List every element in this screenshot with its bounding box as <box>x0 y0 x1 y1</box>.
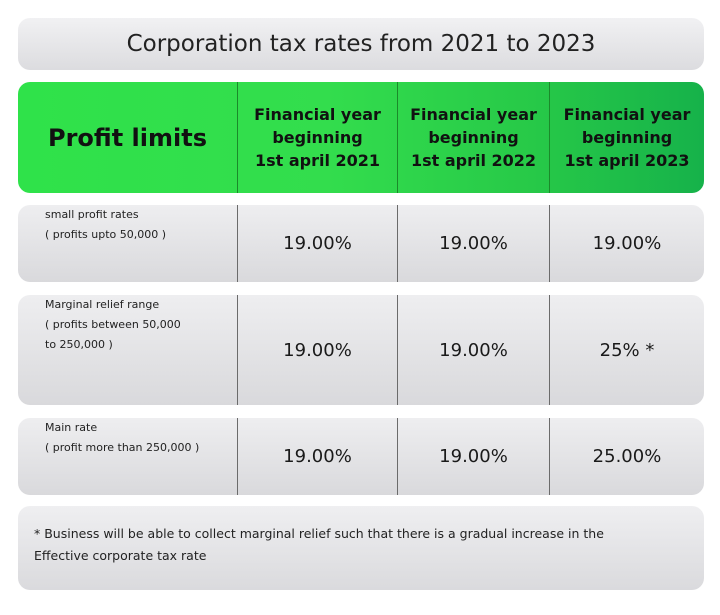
header-fy-2021: Financial year beginning 1st april 2021 <box>237 82 397 193</box>
header-line: Financial year <box>410 105 537 124</box>
row-label: small profit rates ( profits upto 50,000… <box>18 205 237 282</box>
rate-value-2023: 19.00% <box>549 205 704 282</box>
header-line: Financial year <box>563 105 691 124</box>
rate-value-2021: 19.00% <box>237 205 397 282</box>
row-label: Main rate ( profit more than 250,000 ) <box>18 418 237 495</box>
header-line: Financial year <box>254 105 381 124</box>
rate-value-2021: 19.00% <box>237 418 397 495</box>
header-line: beginning <box>428 128 519 147</box>
page-title: Corporation tax rates from 2021 to 2023 <box>18 18 704 70</box>
header-line: 1st april 2023 <box>564 151 690 170</box>
label-line: ( profits between 50,000 <box>45 318 181 331</box>
label-line: ( profit more than 250,000 ) <box>45 441 200 454</box>
rate-value-2022: 19.00% <box>397 205 549 282</box>
header-line: beginning <box>581 128 673 147</box>
table-header-row: Profit limits Financial year beginning 1… <box>18 82 704 193</box>
table-row-main-rate: Main rate ( profit more than 250,000 ) 1… <box>18 418 704 495</box>
footnote-line: Effective corporate tax rate <box>34 548 207 563</box>
rate-value-2022: 19.00% <box>397 418 549 495</box>
table-row-small-profit: small profit rates ( profits upto 50,000… <box>18 205 704 282</box>
label-line: Main rate <box>45 421 98 434</box>
footnote: * Business will be able to collect margi… <box>18 506 704 590</box>
header-fy-2023: Financial year beginning 1st april 2023 <box>549 82 704 193</box>
header-line: beginning <box>272 128 363 147</box>
row-label: Marginal relief range ( profits between … <box>18 295 237 405</box>
footnote-line: * Business will be able to collect margi… <box>34 526 604 541</box>
rate-value-2023: 25% * <box>549 295 704 405</box>
header-fy-2022: Financial year beginning 1st april 2022 <box>397 82 549 193</box>
header-line: 1st april 2022 <box>410 151 537 170</box>
rate-value-2021: 19.00% <box>237 295 397 405</box>
rate-value-2023: 25.00% <box>549 418 704 495</box>
label-line: to 250,000 ) <box>45 338 113 351</box>
table-row-marginal-relief: Marginal relief range ( profits between … <box>18 295 704 405</box>
label-line: small profit rates <box>45 208 139 221</box>
label-line: Marginal relief range <box>45 298 160 311</box>
rate-value-2022: 19.00% <box>397 295 549 405</box>
header-line: 1st april 2021 <box>254 151 381 170</box>
label-line: ( profits upto 50,000 ) <box>45 228 167 241</box>
header-profit-limits: Profit limits <box>48 123 207 152</box>
